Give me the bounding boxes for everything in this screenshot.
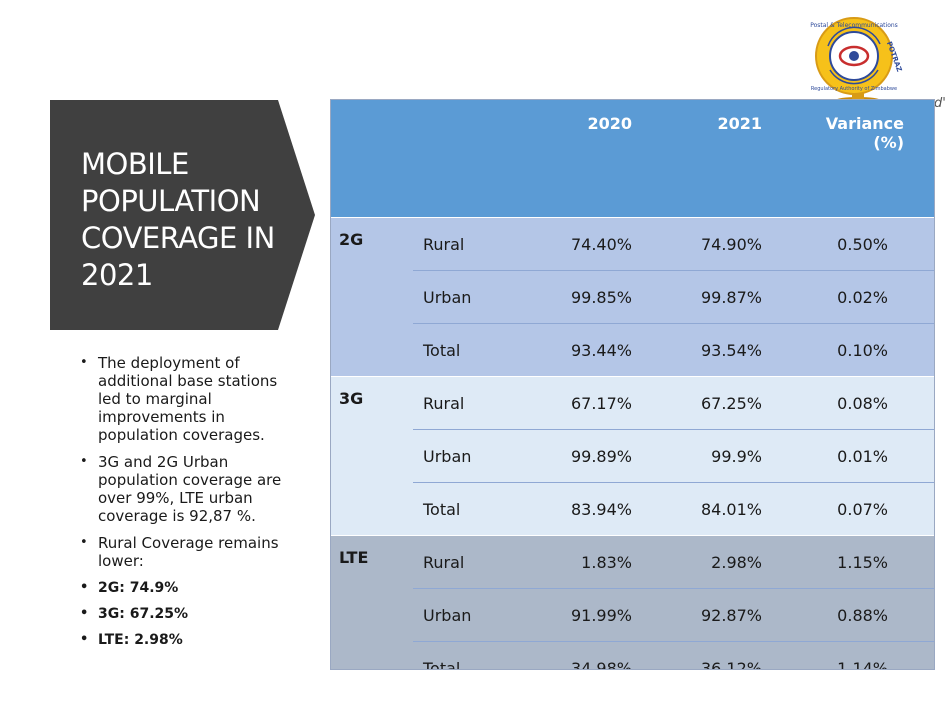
variance-cell: 0.50% [792, 217, 934, 271]
table-row: Total 34.98% 36.12% 1.14% [331, 641, 934, 669]
value-2021-cell: 36.12% [662, 641, 792, 669]
category-cell: Urban [413, 429, 525, 483]
slide-title: MOBILE POPULATION COVERAGE IN 2021 [81, 147, 275, 292]
variance-cell: 0.10% [792, 323, 934, 377]
value-2021-cell: 67.25% [662, 376, 792, 430]
bullet-item: The deployment of additional base statio… [80, 354, 295, 444]
table-row: Total 93.44% 93.54% 0.10% [331, 323, 934, 377]
variance-cell: 0.07% [792, 482, 934, 536]
header-cell [413, 100, 525, 218]
bullet-item: 2G: 74.9% [80, 579, 295, 597]
coverage-table: 2020 2021 Variance (%) 2G Rural 74.40% 74.9… [330, 99, 935, 670]
variance-cell: 0.02% [792, 270, 934, 324]
category-cell: Rural [413, 217, 525, 271]
title-arrow-box: MOBILE POPULATION COVERAGE IN 2021 [50, 100, 315, 330]
value-2020-cell: 74.40% [525, 217, 662, 271]
value-2020-cell: 83.94% [525, 482, 662, 536]
value-2021-cell: 93.54% [662, 323, 792, 377]
category-cell: Rural [413, 376, 525, 430]
value-2021-cell: 2.98% [662, 535, 792, 589]
category-cell: Total [413, 323, 525, 377]
bullet-item: Rural Coverage remains lower: [80, 534, 295, 570]
bullet-item: LTE: 2.98% [80, 631, 295, 649]
header-cell-2021: 2021 [662, 100, 792, 218]
potraz-logo: Postal & Telecommunications Regulatory A… [808, 16, 908, 104]
value-2021-cell: 92.87% [662, 588, 792, 642]
variance-cell: 0.88% [792, 588, 934, 642]
bullet-list: The deployment of additional base statio… [80, 354, 295, 657]
bullet-item: 3G and 2G Urban population coverage are … [80, 453, 295, 525]
tech-label: 3G [331, 376, 413, 536]
value-2021-cell: 99.87% [662, 270, 792, 324]
category-cell: Total [413, 482, 525, 536]
table-row: 2G Rural 74.40% 74.90% 0.50% [331, 217, 934, 377]
table-row: LTE Rural 1.83% 2.98% 1.15% [331, 535, 934, 669]
table-header-row: 2020 2021 Variance (%) [331, 100, 934, 218]
category-cell: Urban [413, 270, 525, 324]
svg-text:Postal & Telecommunications: Postal & Telecommunications [810, 22, 898, 29]
arrow-shape [50, 100, 315, 330]
table-row: Urban 91.99% 92.87% 0.88% [331, 588, 934, 642]
value-2021-cell: 99.9% [662, 429, 792, 483]
value-2020-cell: 34.98% [525, 641, 662, 669]
value-2021-cell: 84.01% [662, 482, 792, 536]
header-cell-variance: Variance (%) [792, 100, 934, 218]
variance-cell: 0.01% [792, 429, 934, 483]
variance-cell: 0.08% [792, 376, 934, 430]
tech-label: 2G [331, 217, 413, 377]
variance-cell: 1.15% [792, 535, 934, 589]
svg-text:Regulatory Authority of Zimbab: Regulatory Authority of Zimbabwe [811, 86, 897, 92]
tech-label: LTE [331, 535, 413, 669]
header-cell [331, 100, 413, 218]
bullet-item: 3G: 67.25% [80, 605, 295, 623]
category-cell: Total [413, 641, 525, 669]
quote-mark: d' [934, 96, 946, 111]
value-2020-cell: 93.44% [525, 323, 662, 377]
value-2020-cell: 1.83% [525, 535, 662, 589]
value-2020-cell: 99.85% [525, 270, 662, 324]
value-2020-cell: 99.89% [525, 429, 662, 483]
table-row: Total 83.94% 84.01% 0.07% [331, 482, 934, 536]
variance-cell: 1.14% [792, 641, 934, 669]
table-row: Urban 99.85% 99.87% 0.02% [331, 270, 934, 324]
category-cell: Urban [413, 588, 525, 642]
value-2020-cell: 67.17% [525, 376, 662, 430]
category-cell: Rural [413, 535, 525, 589]
value-2020-cell: 91.99% [525, 588, 662, 642]
table-row: 3G Rural 67.17% 67.25% 0.08% [331, 376, 934, 536]
value-2021-cell: 74.90% [662, 217, 792, 271]
table-row: Urban 99.89% 99.9% 0.01% [331, 429, 934, 483]
header-cell-2020: 2020 [525, 100, 662, 218]
